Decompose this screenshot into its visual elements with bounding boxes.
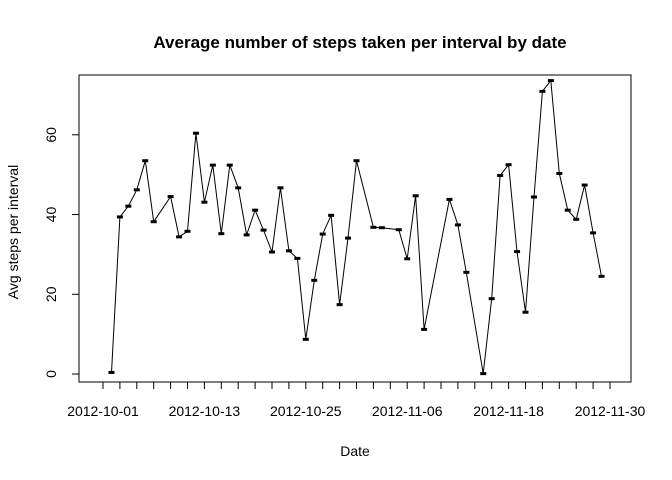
x-tick-label: 2012-11-06 xyxy=(372,403,443,419)
x-tick-label: 2012-10-25 xyxy=(270,403,342,419)
chart-title: Average number of steps taken per interv… xyxy=(153,33,566,52)
data-series xyxy=(108,79,605,376)
y-tick-label: 20 xyxy=(43,286,59,302)
y-axis-label: Avg steps per interval xyxy=(5,165,21,299)
series-line xyxy=(111,79,602,374)
x-tick-label: 2012-11-18 xyxy=(473,403,544,419)
axes: 2012-10-01 2012-10-13 2012-10-25 2012-11-06… xyxy=(43,127,645,419)
x-tick-label: 2012-11-30 xyxy=(575,403,646,419)
plot-frame xyxy=(78,74,632,383)
y-tick-label: 60 xyxy=(43,127,59,143)
y-tick-label: 0 xyxy=(43,370,59,378)
x-axis-label: Date xyxy=(340,443,370,459)
x-tick-label: 2012-10-13 xyxy=(169,403,241,419)
x-tick-label: 2012-10-01 xyxy=(67,403,139,419)
y-tick-label: 40 xyxy=(43,207,59,223)
